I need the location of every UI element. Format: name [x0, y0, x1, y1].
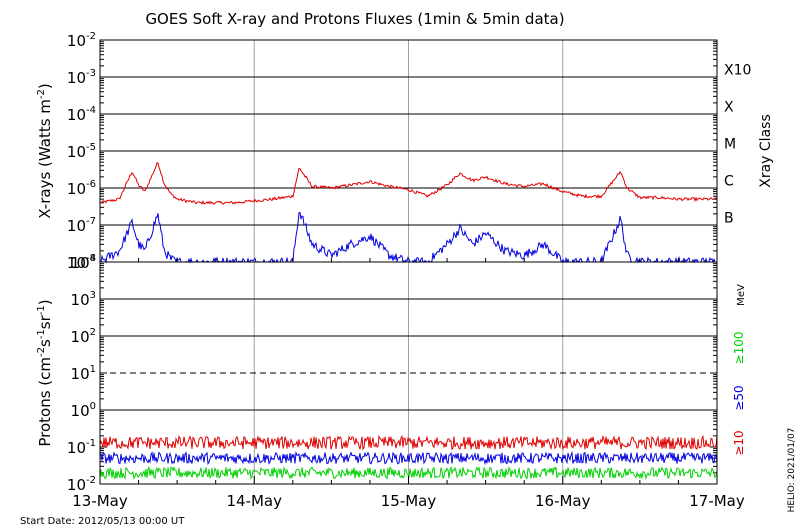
xray-series-1 — [99, 212, 717, 264]
xray-y-tick-label: 10-8 — [67, 253, 96, 272]
x-tick-label: 13-May — [72, 492, 128, 510]
xray-series-group — [99, 162, 718, 264]
legend-ge100: ≥100 — [732, 332, 746, 365]
xray-class-M: M — [724, 137, 736, 153]
xray-y-tick-label: 10-2 — [67, 31, 96, 50]
legend-ge10: ≥10 — [732, 430, 746, 455]
proton-y-tick-label: 102 — [71, 327, 96, 346]
x-tick-label: 15-May — [381, 492, 437, 510]
chart-title: GOES Soft X-ray and Protons Fluxes (1min… — [145, 10, 564, 28]
proton-series-≥100 — [99, 465, 718, 481]
legend-ge50: ≥50 — [732, 385, 746, 410]
proton-series-group — [99, 434, 718, 481]
xray-class-axis-label: Xray Class — [758, 114, 774, 188]
proton-series-≥10 — [99, 434, 718, 451]
proton-y-ticks: 10-2 10-1 100 101 102 103 104 — [67, 253, 96, 494]
xray-series-0 — [99, 162, 718, 206]
proton-y-tick-label: 10-2 — [67, 475, 96, 494]
xray-panel-grid — [100, 39, 717, 263]
xray-class-labels: B C M X X10 — [724, 63, 751, 227]
x-tick-label: 17-May — [689, 492, 745, 510]
proton-y-axis-label: Protons (cm-2s-1sr-1) — [36, 299, 54, 446]
energy-unit-label: MeV — [736, 284, 747, 306]
xray-y-tick-label: 10-4 — [67, 105, 96, 124]
x-tick-label: 14-May — [226, 492, 282, 510]
xray-y-ticks: 10-8 10-7 10-6 10-5 10-4 10-3 10-2 — [67, 31, 96, 272]
start-date-label: Start Date: 2012/05/13 00:00 UT — [20, 516, 185, 527]
helio-stamp: HELIO: 2021/01/07 — [787, 428, 797, 513]
proton-panel-grid — [100, 261, 717, 485]
xray-class-X: X — [724, 100, 734, 116]
xray-class-X10: X10 — [724, 63, 751, 79]
xray-y-tick-label: 10-7 — [67, 216, 96, 235]
proton-y-tick-label: 10-1 — [67, 438, 96, 457]
x-tick-label: 16-May — [535, 492, 591, 510]
xray-class-C: C — [724, 174, 734, 190]
proton-y-tick-label: 101 — [71, 364, 96, 383]
xray-y-tick-label: 10-5 — [67, 142, 96, 161]
xray-y-axis-label: X-rays (Watts m-2) — [36, 83, 54, 218]
xray-y-tick-label: 10-6 — [67, 179, 96, 198]
proton-y-tick-label: 103 — [71, 290, 96, 309]
proton-series-≥50 — [99, 450, 718, 466]
proton-y-tick-label: 104 — [71, 253, 96, 272]
xray-class-B: B — [724, 211, 734, 227]
proton-y-tick-label: 100 — [71, 401, 96, 420]
x-axis-ticks: 13-May 14-May 15-May 16-May 17-May — [72, 258, 745, 510]
xray-y-tick-label: 10-3 — [67, 68, 96, 87]
